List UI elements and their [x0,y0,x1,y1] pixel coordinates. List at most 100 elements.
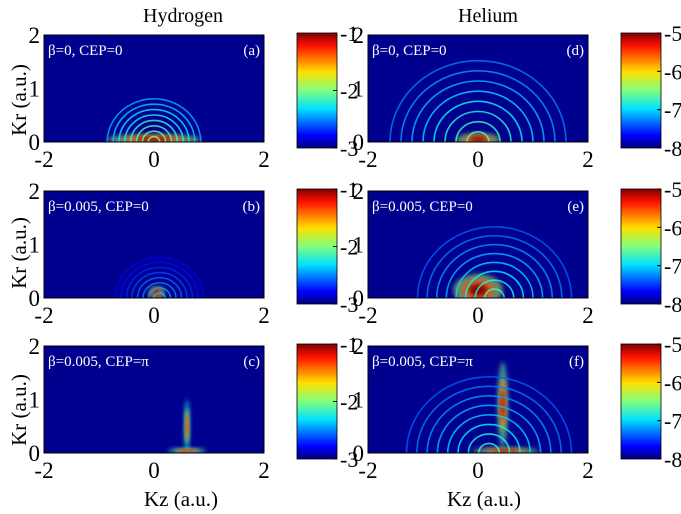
colorbar-tick-label: -7 [664,98,681,123]
colorbar-tick-label: -3 [340,292,358,317]
intensity-blob [469,136,487,142]
intensity-blob [136,137,172,142]
heatmap-background [44,35,264,142]
interference-ring [446,414,532,453]
x-tick-label: -2 [34,303,53,328]
plot-frame [43,345,265,454]
colorbar-tick-label: -5 [664,332,681,357]
plot-frame [43,34,265,143]
colorbar-tick-label: -6 [664,370,681,395]
x-tick-label: 0 [472,458,484,483]
x-tick-label: 2 [582,147,594,172]
interference-ring [153,292,166,298]
y-axis-label-top: Kr (a.u.) [7,64,31,136]
x-tick-label: 2 [258,147,270,172]
colorbar-tick-label: -8 [664,136,681,161]
heatmap-background [44,191,264,298]
plot-frame [43,190,265,299]
interference-ring [416,226,573,298]
heatmap-features [167,399,207,453]
x-axis-label-left: Kz (a.u.) [144,487,218,511]
heatmap-background [368,346,588,453]
interference-ring [426,234,563,298]
interference-ring [405,375,573,453]
x-tick-label: 0 [472,147,484,172]
interference-ring [435,243,554,298]
y-tick-label: 0 [353,130,365,155]
column-title-hydrogen: Hydrogen [143,5,223,27]
colorbar-tick-label: -1 [340,332,358,357]
panel-annotation: β=0.005, CEP=π [48,354,149,370]
heatmap-background [44,346,264,453]
intensity-blob [179,449,195,453]
colorbar [297,344,337,459]
interference-ring [112,103,196,142]
interference-ring [141,130,167,142]
column-title-helium: Helium [458,5,518,27]
colorbar [297,189,337,304]
plot-frame [367,34,589,143]
y-axis-label-bottom: Kr (a.u.) [7,374,31,446]
x-tick-label: -2 [358,147,377,172]
interference-ring [457,423,521,453]
y-tick-label: 2 [29,334,41,359]
x-tick-label: -2 [34,458,53,483]
y-tick-label: 1 [353,388,365,413]
y-tick-label: 1 [29,233,41,258]
colorbar-tick-label: -1 [340,177,358,202]
x-tick-label: 0 [148,458,160,483]
interference-ring [436,404,542,453]
colorbar [621,189,661,304]
heatmap-features [405,362,573,453]
x-tick-label: 0 [472,303,484,328]
plot-frame [367,190,589,299]
colorbar-tick-label: -8 [664,447,681,472]
emission-streak [185,416,189,437]
colorbar-frame [620,188,662,305]
panel-letter: (f) [569,354,584,370]
interference-ring [142,281,177,298]
interference-ring [106,98,202,142]
y-tick-label: 0 [353,441,365,466]
colorbar-tick-label: -2 [340,235,358,260]
panel-annotation: β=0.005, CEP=0 [372,199,473,215]
colorbar-tick-label: -5 [664,21,681,46]
x-tick-label: -2 [358,303,377,328]
colorbar-tick-label: -6 [664,215,681,240]
y-tick-label: 1 [353,233,365,258]
heatmap-background [368,35,588,142]
interference-ring [123,114,185,142]
y-tick-label: 2 [29,23,41,48]
x-tick-label: 2 [582,458,594,483]
panel-annotation: β=0.005, CEP=π [372,354,473,370]
colorbar-tick-label: -3 [340,136,358,161]
panel-annotation: β=0, CEP=0 [48,43,123,59]
interference-ring [125,266,194,298]
y-tick-label: 2 [353,23,365,48]
x-tick-label: 2 [258,303,270,328]
colorbar-tick-label: -5 [664,177,681,202]
interference-ring [136,276,183,298]
colorbar-frame [620,343,662,460]
x-tick-label: 2 [582,303,594,328]
colorbar-tick-label: -7 [664,254,681,279]
y-tick-label: 0 [29,286,41,311]
panel-letter: (c) [243,354,260,370]
x-axis-label-right: Kz (a.u.) [447,487,521,511]
colorbar-tick-label: -6 [664,59,681,84]
y-tick-label: 1 [29,77,41,102]
y-tick-label: 2 [353,334,365,359]
interference-ring [422,90,534,142]
x-tick-label: -2 [34,147,53,172]
colorbar [621,344,661,459]
panel-letter: (d) [567,43,585,59]
interference-ring [400,70,556,142]
colorbar-tick-label: -8 [664,292,681,317]
panel-annotation: β=0, CEP=0 [372,43,447,59]
